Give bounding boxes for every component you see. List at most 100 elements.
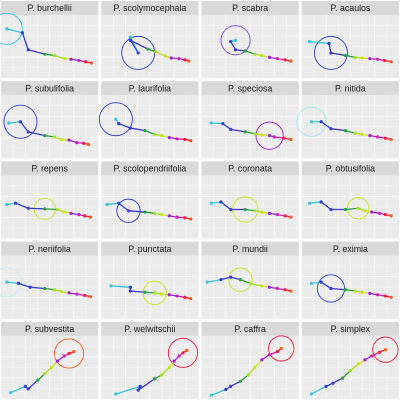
data-point [43, 134, 47, 138]
data-point [389, 137, 393, 142]
data-point [59, 290, 63, 294]
path-segment [330, 128, 347, 132]
facet-strip [301, 1, 399, 15]
path-segment [14, 202, 29, 209]
highlight-circle [268, 335, 295, 362]
data-point [88, 295, 93, 299]
path-segment [29, 286, 46, 290]
data-point [183, 216, 187, 220]
data-point [159, 292, 164, 296]
data-point [26, 48, 30, 52]
data-point [260, 284, 264, 288]
data-point [275, 212, 279, 217]
path-segment [230, 276, 242, 281]
data-point [353, 131, 357, 135]
highlight-circle [228, 267, 253, 292]
highlight-circle [54, 338, 85, 369]
path-segment [127, 210, 146, 213]
path-segment [332, 377, 344, 384]
highlight-circle [98, 102, 133, 137]
path-segment [247, 366, 256, 376]
facet-panel: P. neriifolia [0, 241, 99, 319]
facet-panel: P. laurifolia [98, 81, 199, 159]
data-point [219, 278, 223, 282]
data-point [128, 289, 133, 293]
path-segment [110, 285, 132, 288]
data-point [169, 56, 173, 60]
data-point [368, 57, 372, 61]
data-point [376, 135, 380, 139]
facet-label: P. nitida [335, 83, 366, 93]
path-segment [254, 359, 263, 369]
data-point [62, 354, 66, 358]
path-segment [308, 201, 322, 204]
path-segment [129, 127, 146, 132]
data-point [187, 59, 191, 63]
facet-label: P. subvestita [25, 324, 74, 334]
data-point [205, 280, 209, 284]
facet-strip [1, 161, 99, 176]
path-segment [44, 53, 56, 57]
data-point [243, 49, 247, 53]
path-segment [273, 136, 285, 139]
facet-strip [201, 241, 299, 256]
data-point [360, 56, 364, 60]
path-segment [320, 201, 332, 211]
facet-strip [101, 81, 199, 96]
data-point [105, 202, 109, 207]
data-point [20, 31, 24, 35]
data-point [209, 121, 213, 125]
facet-strip [301, 161, 399, 176]
path-segment [239, 278, 251, 285]
data-point [229, 384, 233, 388]
data-point [189, 139, 193, 143]
highlight-circle [372, 336, 399, 363]
data-point [13, 201, 18, 205]
data-point [126, 209, 131, 213]
path-segment [210, 201, 222, 204]
data-point [289, 137, 293, 142]
data-point [172, 359, 176, 363]
data-point [324, 384, 328, 388]
facet-panel: P. simplex [301, 321, 399, 399]
data-point [128, 35, 133, 39]
data-point [360, 290, 364, 294]
data-point [153, 132, 157, 136]
path-segment [220, 201, 232, 211]
path-segment [21, 32, 29, 51]
facet-label: P. scabra [232, 3, 268, 13]
data-point [143, 128, 147, 133]
data-point [389, 214, 393, 218]
data-point [43, 286, 47, 291]
data-point [89, 61, 94, 65]
path-segment [341, 369, 352, 379]
facet-strip [1, 81, 99, 96]
data-point [319, 120, 323, 124]
data-point [177, 57, 181, 61]
data-point [327, 41, 331, 46]
facet-label: P. burchellii [27, 3, 71, 13]
path-segment [44, 287, 56, 291]
facet-panel: P. burchellii [0, 1, 99, 79]
highlight-circle [116, 198, 141, 223]
data-point [75, 141, 79, 145]
data-point [267, 211, 272, 215]
data-point [233, 48, 238, 52]
path-segment [27, 379, 39, 390]
data-point [52, 135, 57, 139]
data-point [229, 275, 233, 279]
data-point [356, 206, 360, 210]
data-point [146, 47, 150, 51]
facet-strip [201, 81, 299, 96]
path-segment [344, 289, 356, 292]
facet-panel: P. repens [1, 161, 99, 239]
path-segment [129, 290, 146, 293]
facet-panel: P. subvestita [1, 321, 99, 399]
path-segment [349, 363, 359, 372]
data-point [377, 211, 382, 215]
highlight-circle [296, 106, 327, 137]
path-segment [144, 211, 156, 214]
path-segment [328, 42, 332, 54]
path-segment [244, 208, 256, 212]
data-point [72, 350, 76, 354]
